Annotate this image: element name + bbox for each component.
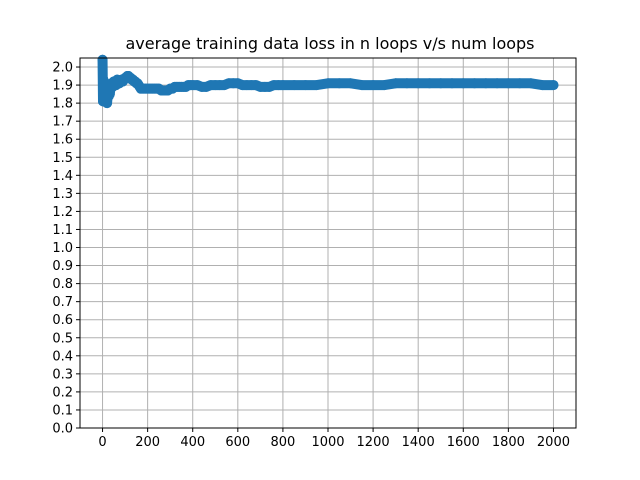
x-tick-label: 1600 — [447, 435, 480, 450]
y-tick-label: 1.3 — [52, 187, 73, 202]
y-tick-label: 1.1 — [52, 223, 73, 238]
y-tick-label: 0.9 — [52, 259, 73, 274]
y-tick-label: 0.2 — [52, 385, 73, 400]
y-tick-label: 1.4 — [52, 169, 73, 184]
axis-ticks: 0 200 400 600 800 1000 1200 1400 1600 1800 2000 0.0… — [52, 61, 570, 450]
y-tick-label: 1.2 — [52, 205, 73, 220]
data-points — [97, 54, 559, 109]
y-tick-label: 0.5 — [52, 331, 73, 346]
x-tick-label: 600 — [225, 435, 250, 450]
x-tick-label: 0 — [98, 435, 106, 450]
grid-lines — [80, 58, 576, 429]
y-tick-label: 0.7 — [52, 295, 73, 310]
y-tick-label: 0.4 — [52, 349, 73, 364]
y-tick-label: 1.8 — [52, 97, 73, 112]
y-tick-label: 1.7 — [52, 115, 73, 130]
x-tick-label: 200 — [135, 435, 160, 450]
y-tick-label: 0.3 — [52, 367, 73, 382]
x-tick-label: 1000 — [311, 435, 344, 450]
x-tick-label: 800 — [270, 435, 295, 450]
y-tick-label: 1.0 — [52, 241, 73, 256]
data-point-band — [97, 54, 559, 109]
y-tick-label: 0.6 — [52, 313, 73, 328]
y-tick-label: 2.0 — [52, 61, 73, 76]
y-tick-label: 1.5 — [52, 151, 73, 166]
x-tick-label: 2000 — [537, 435, 570, 450]
y-tick-label: 0.1 — [52, 403, 73, 418]
y-tick-label: 0.8 — [52, 277, 73, 292]
x-tick-label: 1200 — [357, 435, 390, 450]
x-tick-label: 400 — [180, 435, 205, 450]
y-tick-label: 0.0 — [52, 422, 73, 437]
chart-title: average training data loss in n loops v/… — [125, 34, 534, 53]
y-tick-label: 1.9 — [52, 79, 73, 94]
y-tick-label: 1.6 — [52, 133, 73, 148]
x-tick-label: 1800 — [492, 435, 525, 450]
x-tick-label: 1400 — [402, 435, 435, 450]
